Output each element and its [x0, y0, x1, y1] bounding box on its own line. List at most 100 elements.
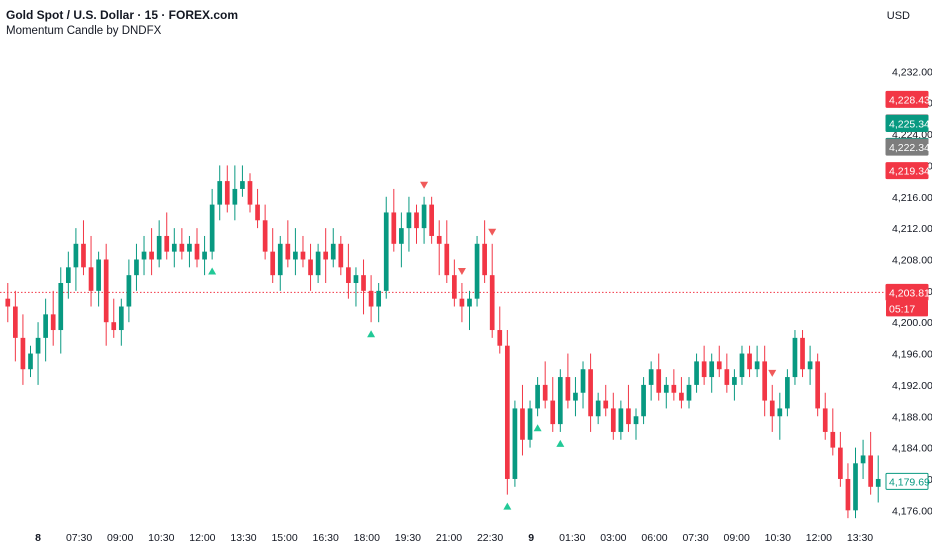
price-tag: 4,219.34	[889, 166, 930, 178]
candles	[5, 165, 881, 519]
countdown-tag-bg	[886, 300, 928, 317]
candle-body	[633, 416, 639, 425]
candle-body	[603, 400, 609, 409]
candle-body	[164, 235, 170, 252]
signal-down-marker	[488, 228, 497, 236]
candle-body	[467, 298, 472, 307]
candle-body	[202, 251, 207, 260]
price-tag-bg	[885, 138, 929, 156]
candle-body	[459, 298, 465, 307]
price-tag: 4,228.43	[889, 94, 930, 106]
candle-body	[694, 361, 699, 385]
y-tick-label: 4,176.00	[892, 505, 932, 517]
candle-body	[875, 478, 881, 487]
candle-body	[860, 455, 866, 464]
candle-body	[535, 384, 540, 409]
time-axis[interactable]: 8 07:30 09:00 10:30 12:00 13:30 15:00 16:30 18:0…	[35, 532, 873, 544]
candle-body	[853, 463, 858, 511]
candle-body	[50, 314, 56, 331]
y-tick-label: 4,212.00	[892, 223, 932, 235]
candle-body	[747, 353, 752, 370]
candle-body	[111, 322, 117, 331]
candle-body	[504, 345, 510, 479]
candle-body	[557, 377, 563, 425]
candle-body	[353, 275, 359, 283]
y-tick-label: 4,188.00	[892, 411, 932, 423]
x-tick-label: 06:00	[641, 532, 667, 544]
signal-up-marker	[503, 502, 512, 510]
x-tick-label: 22:30	[477, 532, 503, 544]
y-tick-label: 4,192.00	[892, 380, 932, 392]
candle-body	[550, 400, 556, 425]
x-tick-label: 15:00	[271, 532, 297, 544]
candle-body	[240, 181, 245, 189]
candle-body	[323, 251, 329, 260]
candle-body	[247, 181, 253, 205]
candle-body	[474, 243, 480, 299]
x-tick-label: 8	[35, 532, 41, 544]
candle-body	[497, 330, 503, 346]
x-tick-label: 18:00	[354, 532, 380, 544]
candle-body	[308, 259, 313, 276]
x-tick-label: 07:30	[66, 532, 92, 544]
candle-body	[20, 337, 26, 370]
x-tick-label: 01:30	[559, 532, 585, 544]
x-tick-label: 10:30	[148, 532, 174, 544]
price-tag: 4,222.34	[889, 142, 930, 154]
candle-body	[436, 235, 442, 244]
x-tick-label: 13:30	[230, 532, 256, 544]
candle-body	[588, 369, 593, 417]
candle-body	[277, 243, 283, 276]
x-tick-label: 09:00	[107, 532, 133, 544]
last-price-tag-bg	[885, 472, 929, 490]
candle-body	[679, 392, 684, 401]
candle-body	[149, 251, 154, 260]
candle-body	[156, 235, 162, 260]
x-tick-label: 9	[528, 532, 534, 544]
signal-up-marker	[556, 439, 565, 447]
x-tick-label: 12:00	[806, 532, 832, 544]
candle-body	[391, 212, 397, 244]
candle-body	[610, 408, 616, 432]
candle-body	[716, 361, 722, 370]
candle-body	[315, 251, 321, 276]
signal-down-marker	[420, 181, 429, 189]
candle-body	[126, 275, 132, 307]
candle-body	[822, 408, 828, 432]
candle-body	[368, 290, 374, 307]
candle-body	[792, 337, 798, 378]
candle-body	[414, 212, 419, 229]
momentum-signals	[208, 181, 777, 510]
indicator-name[interactable]: Momentum Candle by DNDFX	[6, 25, 162, 37]
candle-body	[595, 400, 601, 417]
candle-body	[406, 212, 412, 229]
candle-body	[35, 337, 41, 354]
current-price-tag: 4,203.81	[889, 287, 930, 299]
candle-body	[573, 392, 578, 401]
symbol-title[interactable]: Gold Spot / U.S. Dollar · 15 · FOREX.com	[6, 8, 239, 22]
candle-body	[58, 283, 64, 331]
price-tag-bg	[885, 162, 929, 180]
candle-body	[217, 181, 223, 205]
candle-body	[838, 447, 843, 479]
candle-body	[656, 369, 662, 393]
candle-body	[96, 259, 101, 291]
candle-body	[338, 243, 344, 268]
x-tick-label: 10:30	[765, 532, 791, 544]
candle-body	[686, 384, 692, 401]
signal-down-marker	[457, 268, 466, 275]
candle-body	[671, 384, 677, 393]
x-tick-label: 19:30	[395, 532, 421, 544]
currency-label[interactable]: USD	[886, 10, 910, 22]
candle-body	[330, 243, 336, 260]
candle-body	[444, 243, 450, 276]
candle-body	[232, 188, 238, 205]
candle-body	[769, 400, 775, 417]
candle-body	[489, 275, 495, 331]
candle-body	[663, 384, 669, 393]
candle-body	[701, 361, 707, 378]
candle-body	[361, 275, 366, 291]
